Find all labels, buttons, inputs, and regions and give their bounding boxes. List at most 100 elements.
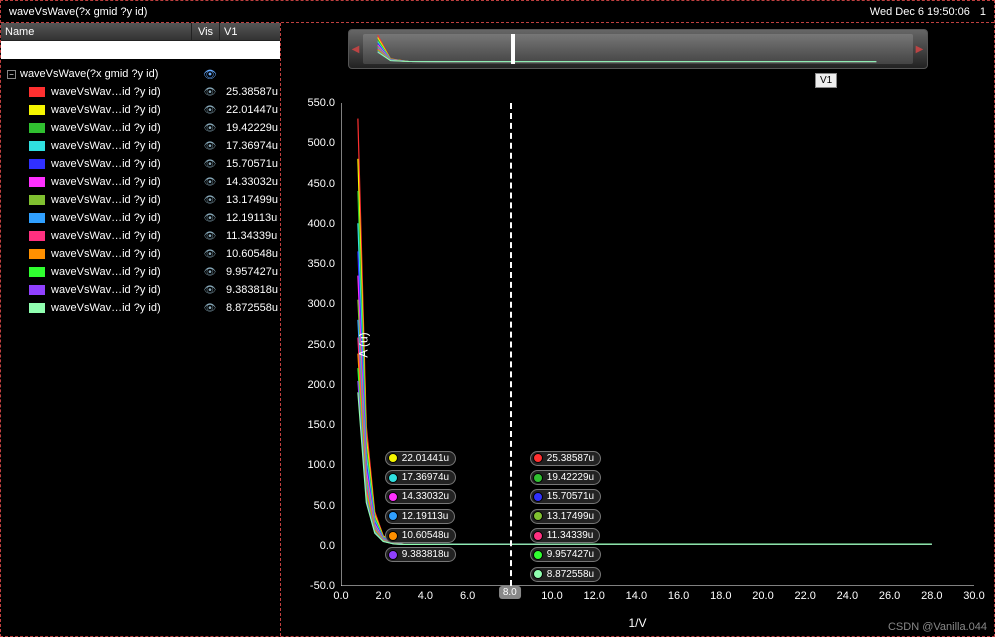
x-tick-label: 6.0 [460,586,475,602]
visibility-icon[interactable]: 👁 [196,177,224,188]
cursor-tag[interactable]: V1 [815,73,837,88]
series-marker-badge[interactable]: 9.383818u [385,547,456,562]
x-tick-label: 2.0 [376,586,391,602]
visibility-icon[interactable]: 👁 [196,285,224,296]
series-marker-badge[interactable]: 25.38587u [530,451,601,466]
series-marker-badge[interactable]: 13.17499u [530,509,601,524]
series-marker-badge[interactable]: 10.60548u [385,528,456,543]
y-tick-label: 50.0 [291,500,341,512]
y-tick-label: 300.0 [291,298,341,310]
series-curve [358,159,932,545]
x-tick-label: 0.0 [333,586,348,602]
visibility-icon[interactable]: 👁 [196,195,224,206]
series-color-swatch [29,195,45,205]
series-marker-badge[interactable]: 12.19113u [385,509,456,524]
series-curve [358,276,932,545]
series-label: waveVsWav…id ?y id) [51,104,196,116]
badge-value: 8.872558u [547,569,594,580]
visibility-icon[interactable]: 👁 [196,249,224,260]
series-label: waveVsWav…id ?y id) [51,158,196,170]
tree-series-item[interactable]: waveVsWav…id ?y id)👁8.872558u [1,299,280,317]
tree-series-item[interactable]: waveVsWav…id ?y id)👁9.957427u [1,263,280,281]
y-tick-label: 150.0 [291,419,341,431]
series-color-swatch [29,267,45,277]
series-dot-icon [533,453,543,463]
series-marker-badge[interactable]: 17.36974u [385,470,456,485]
tree-series-item[interactable]: waveVsWav…id ?y id)👁14.33032u [1,173,280,191]
series-marker-badge[interactable]: 9.957427u [530,547,601,562]
x-tick-label: 16.0 [668,586,689,602]
series-v1-value: 17.36974u [224,140,280,152]
col-header-v1[interactable]: V1 [220,23,280,40]
x-tick-label: 10.0 [541,586,562,602]
tree-series-item[interactable]: waveVsWav…id ?y id)👁10.60548u [1,245,280,263]
tree-series-item[interactable]: waveVsWav…id ?y id)👁9.383818u [1,281,280,299]
visibility-icon[interactable]: 👁 [196,123,224,134]
series-marker-badge[interactable]: 15.70571u [530,489,601,504]
visibility-icon[interactable]: 👁 [196,105,224,116]
thumb-right-arrow-icon[interactable]: ▶ [913,44,927,55]
tree-filter-input[interactable] [1,41,280,59]
tree-series-item[interactable]: waveVsWav…id ?y id)👁25.38587u [1,83,280,101]
visibility-icon[interactable]: 👁 [196,213,224,224]
visibility-icon[interactable]: 👁 [196,303,224,314]
window-title: waveVsWave(?x gmid ?y id) [9,6,147,18]
series-label: waveVsWav…id ?y id) [51,266,196,278]
series-color-swatch [29,249,45,259]
tree-series-item[interactable]: waveVsWav…id ?y id)👁13.17499u [1,191,280,209]
plot-area[interactable]: ◀ ▶ V1 A (u) -50.00.050.0100.0150.0200.0… [281,23,994,636]
y-tick-label: 250.0 [291,339,341,351]
series-dot-icon [533,511,543,521]
badge-value: 10.60548u [402,530,449,541]
x-tick-label: 4.0 [418,586,433,602]
badge-value: 9.383818u [402,549,449,560]
col-header-vis[interactable]: Vis [192,23,220,40]
series-marker-badge[interactable]: 19.42229u [530,470,601,485]
col-header-name[interactable]: Name [1,23,192,40]
tree-series-item[interactable]: waveVsWav…id ?y id)👁11.34339u [1,227,280,245]
visibility-icon[interactable]: 👁 [196,159,224,170]
vertical-cursor[interactable] [510,103,512,586]
series-v1-value: 14.33032u [224,176,280,188]
x-tick-label: 28.0 [921,586,942,602]
series-dot-icon [533,473,543,483]
series-v1-value: 12.19113u [224,212,280,224]
series-marker-badge[interactable]: 8.872558u [530,567,601,582]
series-marker-badge[interactable]: 22.01441u [385,451,456,466]
thumb-cursor[interactable] [511,34,515,64]
visibility-icon[interactable]: 👁 [196,267,224,278]
series-v1-value: 9.383818u [224,284,280,296]
visibility-icon[interactable]: 👁 [196,68,224,81]
tree-series-item[interactable]: waveVsWav…id ?y id)👁22.01447u [1,101,280,119]
series-color-swatch [29,141,45,151]
series-label: waveVsWav…id ?y id) [51,230,196,242]
visibility-icon[interactable]: 👁 [196,87,224,98]
y-tick-label: 450.0 [291,178,341,190]
overview-thumbnail[interactable]: ◀ ▶ [348,29,928,69]
y-tick-label: 400.0 [291,218,341,230]
series-marker-badge[interactable]: 14.33032u [385,489,456,504]
tree-group[interactable]: −waveVsWave(?x gmid ?y id)👁 [1,65,280,83]
cursor-x-value: 8.0 [499,586,521,599]
visibility-icon[interactable]: 👁 [196,231,224,242]
timestamp: Wed Dec 6 19:50:06 [870,6,970,18]
tree-series-item[interactable]: waveVsWav…id ?y id)👁17.36974u [1,137,280,155]
series-label: waveVsWav…id ?y id) [51,86,196,98]
thumb-left-arrow-icon[interactable]: ◀ [349,44,363,55]
series-v1-value: 22.01447u [224,104,280,116]
tree-series-item[interactable]: waveVsWav…id ?y id)👁12.19113u [1,209,280,227]
tree-series-item[interactable]: waveVsWav…id ?y id)👁15.70571u [1,155,280,173]
series-color-swatch [29,213,45,223]
series-dot-icon [388,453,398,463]
series-label: waveVsWav…id ?y id) [51,302,196,314]
series-dot-icon [388,492,398,502]
tree-series-item[interactable]: waveVsWav…id ?y id)👁19.42229u [1,119,280,137]
series-label: waveVsWav…id ?y id) [51,212,196,224]
series-color-swatch [29,159,45,169]
x-tick-label: 14.0 [626,586,647,602]
collapse-icon[interactable]: − [7,70,16,79]
visibility-icon[interactable]: 👁 [196,141,224,152]
y-tick-label: 500.0 [291,137,341,149]
y-tick-label: 200.0 [291,379,341,391]
series-marker-badge[interactable]: 11.34339u [530,528,601,543]
